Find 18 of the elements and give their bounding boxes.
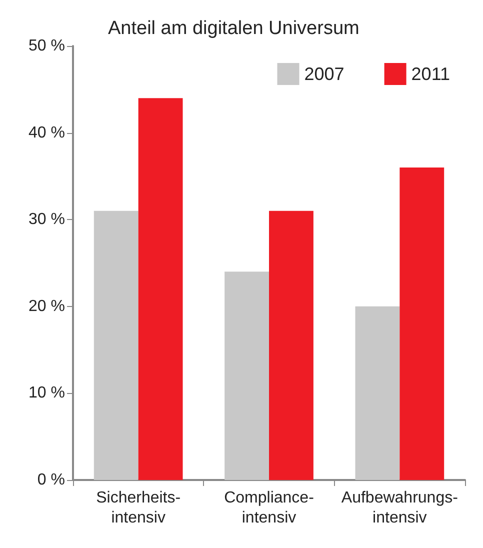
x-tick-label: Sicherheits- intensiv — [96, 490, 181, 526]
bar — [224, 272, 269, 480]
bar — [269, 210, 314, 480]
y-tick-label: 30 % — [28, 211, 65, 228]
y-tick-label: 10 % — [28, 384, 65, 402]
x-tick-label: Compliance- intensiv — [224, 490, 314, 526]
bar — [400, 168, 444, 480]
bar — [94, 210, 138, 480]
y-tick-label: 40 % — [28, 124, 65, 142]
legend-label: 2007 — [304, 64, 344, 84]
bar — [138, 98, 183, 480]
y-tick-label: 50 % — [28, 38, 65, 54]
chart-title: Anteil am digitalen Universum — [108, 18, 360, 39]
bar — [355, 306, 400, 480]
y-tick-label: 20 % — [28, 298, 65, 315]
x-tick-label: Aufbewahrungs- intensiv — [341, 490, 458, 526]
y-tick-label: 0 % — [37, 472, 65, 488]
legend-label: 2011 — [411, 64, 450, 84]
